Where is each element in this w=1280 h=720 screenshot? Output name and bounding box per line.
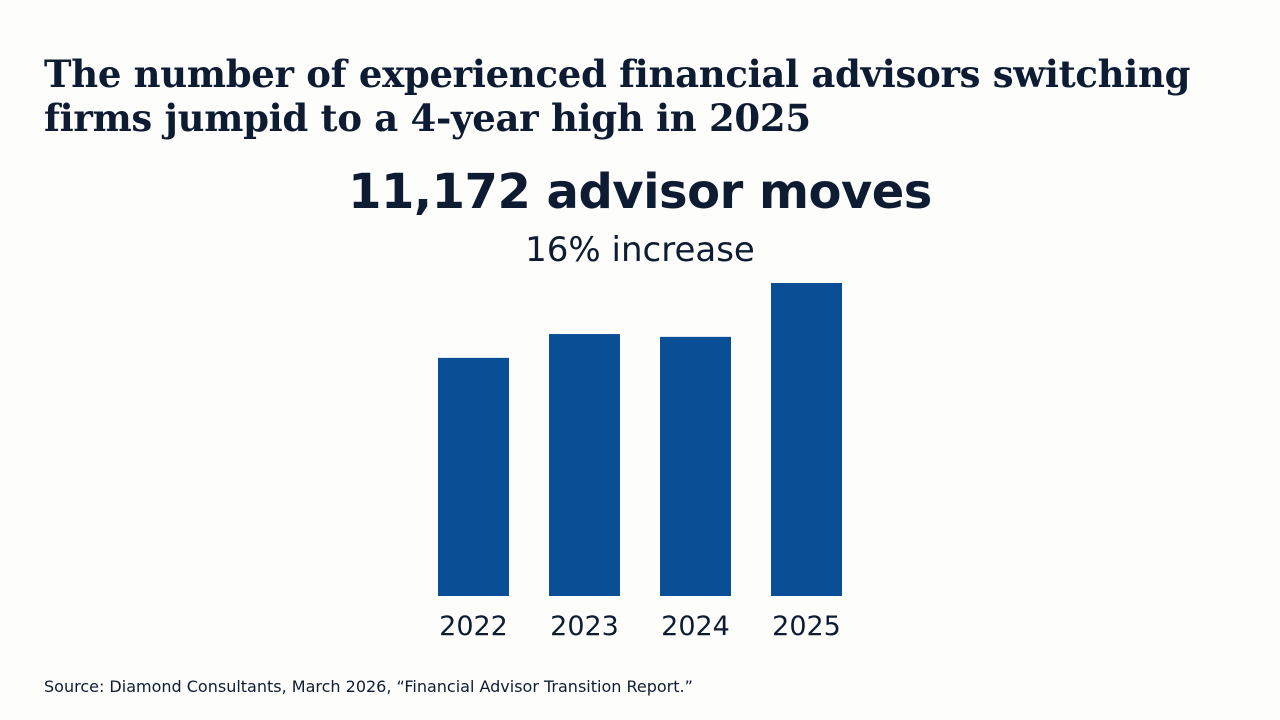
chart-title: The number of experienced financial advi… [44,52,1191,140]
source-note: Source: Diamond Consultants, March 2026,… [44,677,693,696]
headline-stat: 11,172 advisor moves [348,164,932,220]
bar-2022 [438,357,509,596]
bar-2025 [771,283,842,596]
x-tick-label: 2024 [661,611,730,642]
subtitle: 16% increase [525,230,755,270]
x-tick-label: 2022 [439,611,508,642]
bar-2024 [660,336,731,596]
x-tick-label: 2025 [772,611,841,642]
bar-2023 [549,334,620,596]
x-tick-label: 2023 [550,611,619,642]
